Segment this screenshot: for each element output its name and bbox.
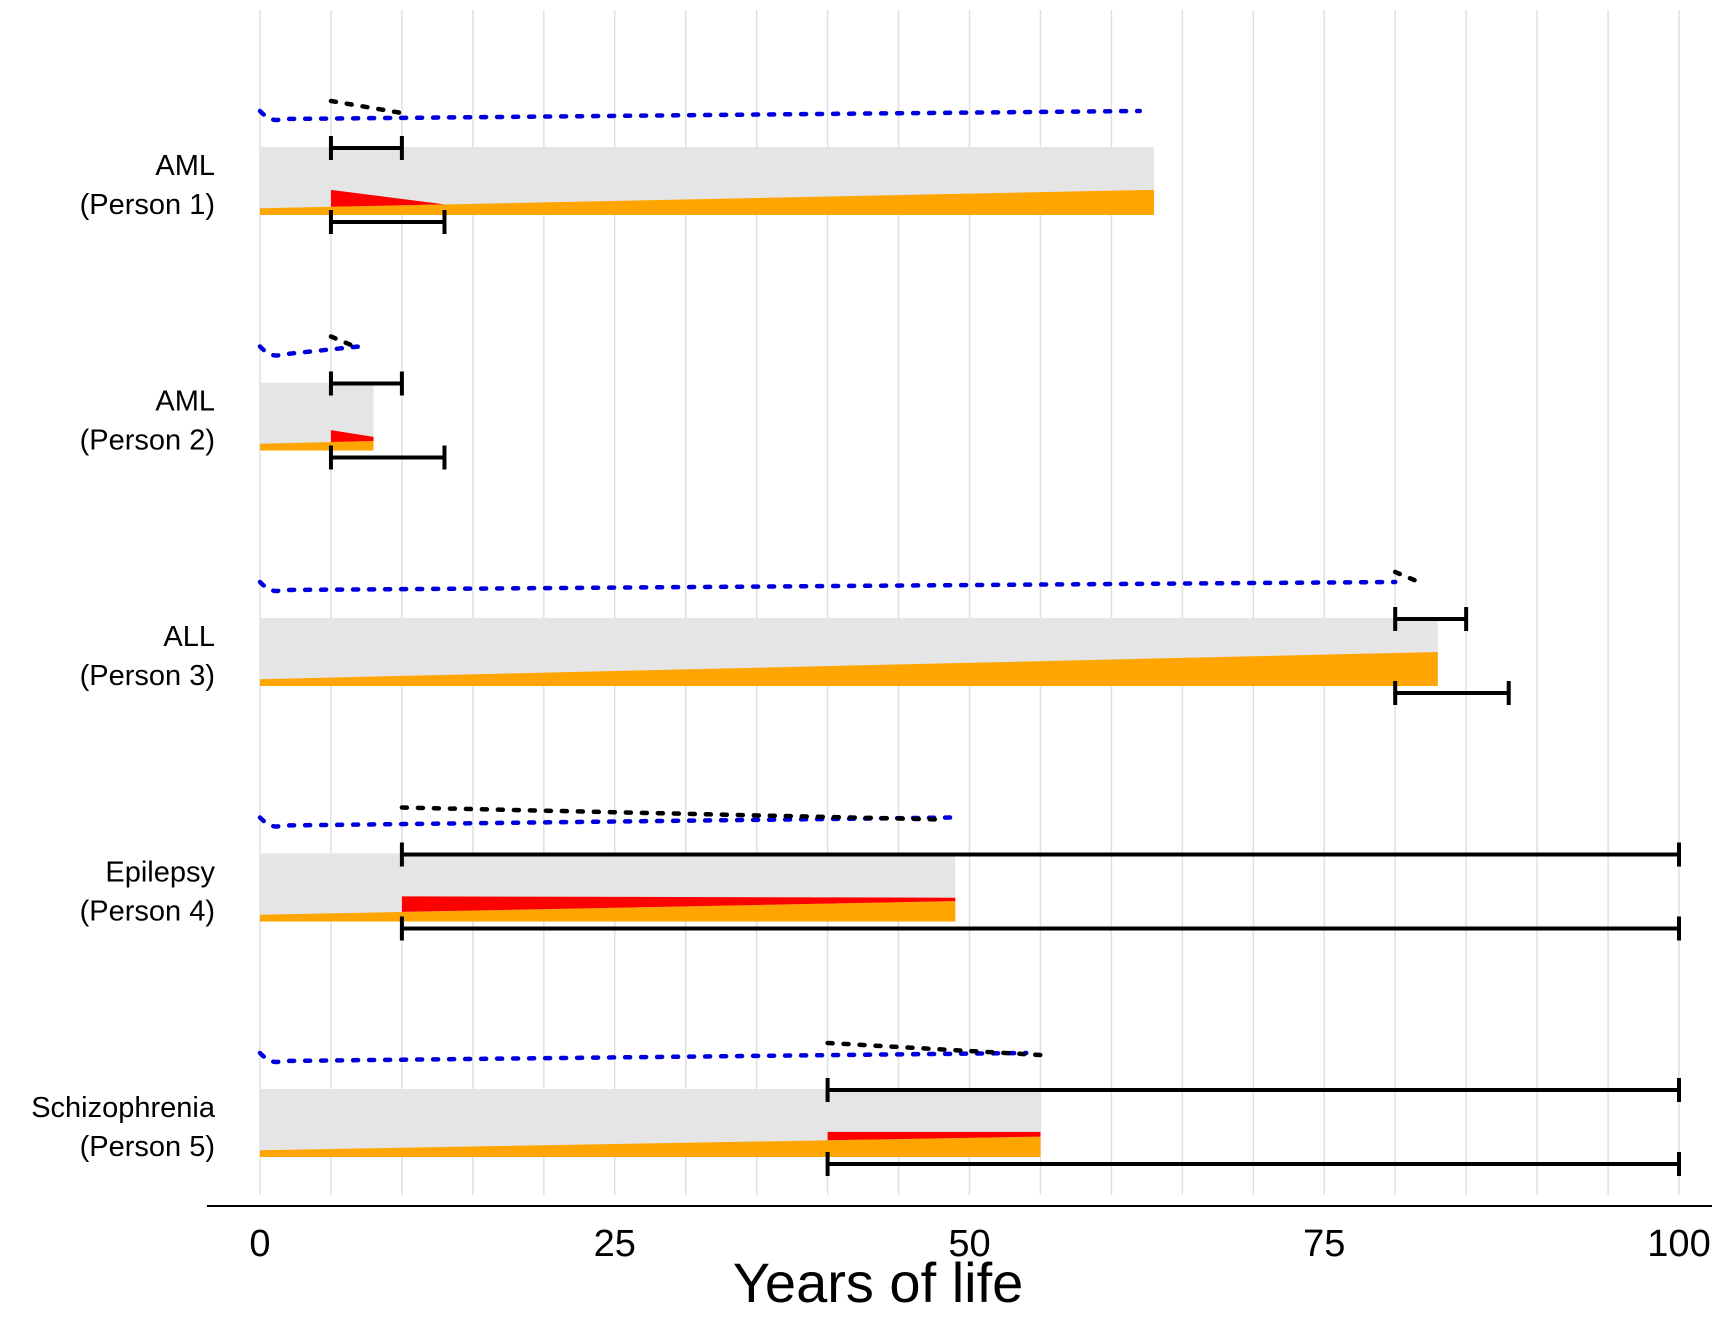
expected-risk-dotted-line — [257, 108, 1143, 123]
lines-layer — [257, 98, 1681, 1176]
labels-layer: AML (Person 1) AML (Person 2) ALL (Person 3) E… — [31, 150, 216, 1163]
observed-risk-dotted-line — [1392, 569, 1426, 587]
lower-interval — [328, 210, 447, 234]
x-tick-label: 25 — [594, 1223, 636, 1265]
upper-interval — [328, 136, 404, 160]
lower-interval — [1393, 681, 1511, 705]
row-label-line1: AML — [155, 386, 215, 418]
x-tick-label: 100 — [1647, 1223, 1710, 1265]
observed-risk-dotted-line — [825, 1040, 1043, 1058]
row-label-line1: AML — [155, 150, 215, 182]
upper-interval — [328, 371, 404, 396]
expected-risk-dotted-line — [257, 1050, 1029, 1065]
upper-interval — [825, 1078, 1681, 1102]
x-tick-label: 50 — [948, 1223, 990, 1265]
upper-interval — [399, 842, 1681, 867]
row-label-line1: ALL — [163, 621, 215, 653]
disease-risk-area — [827, 1131, 1041, 1141]
expected-risk-dotted-line — [257, 815, 958, 829]
ticks-layer: 0 25 50 75 100 — [249, 1223, 1710, 1265]
lower-interval — [328, 445, 447, 470]
disease-risk-area — [330, 430, 374, 442]
baseline-area — [260, 652, 1438, 686]
bars-layer — [260, 147, 1438, 1157]
observed-risk-dotted-line — [328, 98, 405, 116]
x-axis-title: Years of life — [733, 1251, 1024, 1314]
upper-interval — [1393, 607, 1469, 631]
disease-risk-area — [401, 896, 956, 912]
observed-risk-dotted-line — [328, 334, 362, 351]
disease-risk-area — [330, 189, 445, 207]
row-label-line2: (Person 3) — [80, 660, 215, 692]
row-label-line2: (Person 4) — [80, 896, 215, 928]
x-tick-label: 0 — [249, 1223, 270, 1265]
row-label-line1: Epilepsy — [105, 857, 215, 889]
baseline-area — [260, 189, 1154, 215]
lower-interval — [399, 916, 1681, 941]
row-label-line2: (Person 5) — [80, 1131, 215, 1163]
expected-risk-dotted-line — [257, 344, 362, 358]
row-label-line2: (Person 1) — [80, 189, 215, 221]
row-label-line2: (Person 2) — [80, 425, 215, 457]
baseline-area — [260, 440, 374, 451]
observed-risk-dotted-line — [399, 805, 944, 822]
row-label-line1: Schizophrenia — [31, 1092, 216, 1124]
baseline-area — [260, 901, 956, 922]
expected-risk-dotted-line — [257, 579, 1398, 594]
x-tick-label: 75 — [1303, 1223, 1345, 1265]
baseline-area — [260, 1136, 1041, 1157]
lower-interval — [825, 1152, 1681, 1176]
